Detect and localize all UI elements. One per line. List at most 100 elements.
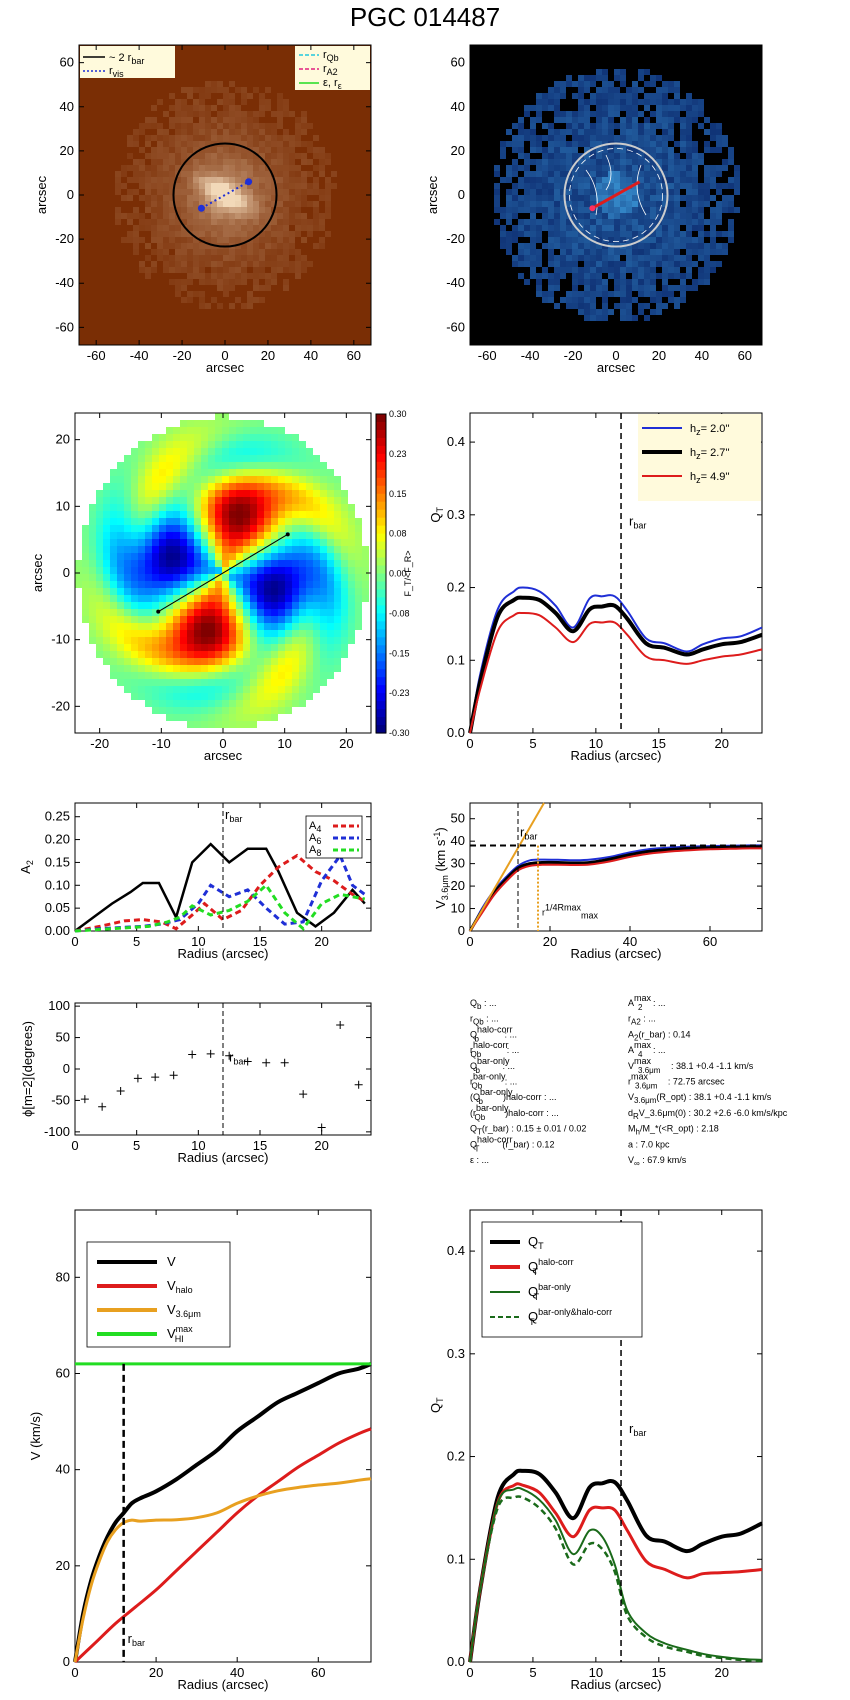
torque-pixel bbox=[229, 532, 236, 539]
image-pixel bbox=[698, 255, 704, 261]
image-pixel bbox=[289, 195, 295, 201]
torque-pixel bbox=[222, 686, 229, 693]
torque-pixel bbox=[313, 511, 320, 518]
torque-pixel bbox=[222, 595, 229, 602]
image-pixel bbox=[301, 123, 307, 129]
image-pixel bbox=[163, 153, 169, 159]
image-pixel bbox=[644, 213, 650, 219]
image-pixel bbox=[590, 315, 596, 321]
image-pixel bbox=[674, 105, 680, 111]
image-pixel bbox=[530, 273, 536, 279]
torque-pixel bbox=[334, 602, 341, 609]
torque-pixel bbox=[194, 588, 201, 595]
image-pixel bbox=[632, 225, 638, 231]
image-pixel bbox=[524, 153, 530, 159]
y-tick-label: 0.05 bbox=[45, 900, 70, 915]
torque-pixel bbox=[264, 560, 271, 567]
torque-pixel bbox=[264, 707, 271, 714]
image-pixel bbox=[650, 297, 656, 303]
torque-pixel bbox=[306, 476, 313, 483]
torque-pixel bbox=[145, 497, 152, 504]
torque-pixel bbox=[243, 469, 250, 476]
torque-pixel bbox=[222, 413, 229, 420]
image-pixel bbox=[163, 129, 169, 135]
torque-pixel bbox=[299, 644, 306, 651]
torque-pixel bbox=[166, 455, 173, 462]
torque-pixel bbox=[292, 630, 299, 637]
image-pixel bbox=[157, 99, 163, 105]
image-pixel bbox=[259, 249, 265, 255]
torque-pixel bbox=[327, 595, 334, 602]
torque-pixel bbox=[103, 630, 110, 637]
image-pixel bbox=[181, 123, 187, 129]
torque-pixel bbox=[292, 441, 299, 448]
torque-pixel bbox=[110, 469, 117, 476]
torque-pixel bbox=[348, 518, 355, 525]
image-pixel bbox=[518, 141, 524, 147]
image-pixel bbox=[271, 123, 277, 129]
torque-pixel bbox=[110, 476, 117, 483]
image-pixel bbox=[644, 249, 650, 255]
image-pixel bbox=[704, 219, 710, 225]
image-pixel bbox=[283, 231, 289, 237]
torque-pixel bbox=[313, 546, 320, 553]
torque-pixel bbox=[117, 581, 124, 588]
image-pixel bbox=[289, 183, 295, 189]
torque-pixel bbox=[292, 455, 299, 462]
image-pixel bbox=[247, 111, 253, 117]
image-pixel bbox=[283, 207, 289, 213]
image-pixel bbox=[686, 195, 692, 201]
torque-pixel bbox=[236, 434, 243, 441]
image-pixel bbox=[728, 201, 734, 207]
image-pixel bbox=[548, 195, 554, 201]
image-pixel bbox=[626, 123, 632, 129]
image-pixel bbox=[698, 111, 704, 117]
x-tick-label: 20 bbox=[314, 1138, 328, 1153]
torque-pixel bbox=[257, 581, 264, 588]
image-pixel bbox=[181, 165, 187, 171]
image-pixel bbox=[145, 177, 151, 183]
image-pixel bbox=[265, 189, 271, 195]
torque-pixel bbox=[131, 448, 138, 455]
image-pixel bbox=[229, 153, 235, 159]
torque-pixel bbox=[201, 504, 208, 511]
image-pixel bbox=[710, 249, 716, 255]
image-pixel bbox=[668, 249, 674, 255]
image-pixel bbox=[223, 93, 229, 99]
image-pixel bbox=[115, 219, 121, 225]
image-pixel bbox=[566, 231, 572, 237]
image-pixel bbox=[295, 129, 301, 135]
torque-pixel bbox=[187, 476, 194, 483]
image-pixel bbox=[560, 195, 566, 201]
x-tick-label: 60 bbox=[311, 1665, 325, 1680]
torque-pixel bbox=[243, 441, 250, 448]
image-pixel bbox=[554, 111, 560, 117]
x-tick-label: 0 bbox=[219, 736, 226, 751]
torque-pixel bbox=[222, 497, 229, 504]
torque-pixel bbox=[264, 511, 271, 518]
image-pixel bbox=[205, 123, 211, 129]
image-pixel bbox=[548, 159, 554, 165]
torque-pixel bbox=[271, 525, 278, 532]
image-pixel bbox=[554, 237, 560, 243]
image-pixel bbox=[205, 213, 211, 219]
image-pixel bbox=[536, 219, 542, 225]
torque-pixel bbox=[313, 497, 320, 504]
torque-pixel bbox=[229, 546, 236, 553]
image-pixel bbox=[578, 123, 584, 129]
image-pixel bbox=[163, 255, 169, 261]
torque-pixel bbox=[117, 623, 124, 630]
torque-pixel bbox=[173, 455, 180, 462]
torque-pixel bbox=[180, 693, 187, 700]
image-pixel bbox=[572, 291, 578, 297]
image-pixel bbox=[620, 135, 626, 141]
image-pixel bbox=[199, 273, 205, 279]
image-pixel bbox=[674, 297, 680, 303]
image-pixel bbox=[494, 219, 500, 225]
image-pixel bbox=[668, 225, 674, 231]
torque-pixel bbox=[166, 546, 173, 553]
torque-pixel bbox=[292, 623, 299, 630]
image-pixel bbox=[145, 273, 151, 279]
torque-pixel bbox=[110, 567, 117, 574]
